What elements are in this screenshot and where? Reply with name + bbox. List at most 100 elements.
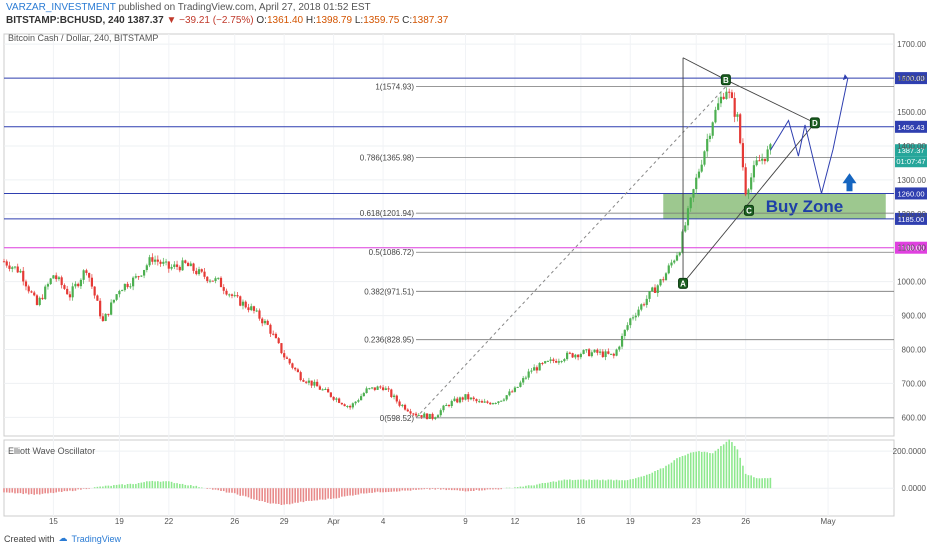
- candle-body: [239, 296, 242, 306]
- candle-body: [277, 338, 280, 344]
- oscillator-title: Elliott Wave Oscillator: [8, 446, 95, 456]
- candle-body: [272, 333, 275, 335]
- x-tick-label: 22: [164, 517, 173, 526]
- candle-body: [255, 310, 258, 312]
- candle-body: [55, 275, 58, 280]
- fib-level-label: 0.382(971.51): [364, 287, 414, 296]
- candle-body: [310, 380, 313, 386]
- candle-body: [302, 380, 305, 382]
- low-value: 1359.75: [363, 15, 400, 26]
- price-level-label: 1100.00: [898, 244, 925, 253]
- candle-body: [230, 294, 234, 296]
- candle-body: [447, 405, 451, 407]
- price-level-box: [895, 187, 927, 200]
- candle-body: [667, 265, 670, 274]
- author-link[interactable]: VARZAR_INVESTMENT: [6, 2, 116, 13]
- candle-body: [703, 151, 706, 165]
- candle-body: [706, 138, 709, 152]
- candle-body: [288, 358, 291, 364]
- fib-level-label: 0.786(1365.98): [360, 153, 415, 162]
- candle-body: [269, 324, 272, 334]
- close-label: C:: [402, 15, 413, 26]
- candle-body: [568, 352, 571, 354]
- candle-body: [2, 261, 6, 263]
- candle-body: [428, 413, 431, 419]
- candle-body: [544, 361, 547, 364]
- candle-body: [335, 398, 338, 400]
- candle-body: [368, 388, 371, 390]
- candle-body: [458, 397, 462, 403]
- candle-body: [618, 346, 621, 350]
- candle-body: [66, 288, 69, 295]
- candle-body: [241, 301, 245, 306]
- candle-body: [392, 395, 396, 398]
- candle-body: [590, 352, 593, 357]
- candle-body: [629, 318, 632, 326]
- candle-body: [115, 294, 118, 300]
- candle-body: [195, 270, 198, 275]
- candle-body: [491, 403, 495, 405]
- wave-marker: [809, 117, 820, 129]
- y-tick-label: 800.00: [902, 345, 927, 354]
- x-tick-label: May: [821, 517, 836, 526]
- candle-body: [653, 287, 657, 293]
- fib-retracement: 1(1574.93) 0.786(1365.98) 0.618(1201.94) 0.…: [360, 83, 894, 423]
- candle-body: [412, 413, 415, 415]
- candle-body: [296, 369, 300, 373]
- candle-body: [511, 391, 514, 393]
- candle-body: [546, 360, 549, 362]
- candle-body: [90, 277, 94, 287]
- candle-body: [140, 275, 143, 277]
- candle-body: [670, 262, 673, 266]
- candle-body: [434, 417, 437, 419]
- last-price-box: [895, 144, 927, 157]
- candle-body: [22, 270, 25, 282]
- candle-body: [431, 413, 434, 419]
- tradingview-link[interactable]: TradingView: [71, 533, 122, 544]
- candle-body: [736, 114, 739, 117]
- candle-body: [593, 349, 596, 353]
- candle-body: [483, 401, 486, 403]
- low-label: L:: [354, 15, 364, 26]
- candle-body: [184, 260, 187, 263]
- candle-body: [384, 388, 387, 390]
- candle-body: [615, 349, 618, 356]
- candle-body: [263, 320, 267, 324]
- candle-body: [725, 91, 728, 99]
- candle-body: [752, 165, 756, 178]
- candle-body: [763, 158, 766, 162]
- candle-body: [13, 266, 17, 268]
- price-chart[interactable]: Buy Zone 1600.00 1456.43 1260.00 1185.00 110…: [0, 30, 932, 530]
- candle-body: [598, 351, 602, 353]
- horizontal-lines: 1600.00 1456.43 1260.00 1185.00 1100.00: [4, 72, 927, 254]
- candle-body: [181, 260, 184, 271]
- candle-body: [299, 372, 302, 381]
- candle-body: [390, 389, 393, 398]
- y-tick-label: 1000.00: [897, 278, 926, 287]
- candle-body: [33, 292, 36, 296]
- candle-body: [129, 286, 132, 288]
- candle-body: [305, 381, 308, 383]
- up-arrow-icon: [842, 173, 857, 192]
- y-tick-label: 1600.00: [897, 74, 926, 83]
- candle-body: [132, 277, 135, 287]
- y-tick-label: 700.00: [902, 379, 927, 388]
- candle-body: [46, 284, 50, 287]
- candle-body: [228, 294, 231, 296]
- candle-body: [162, 261, 165, 264]
- x-tick-label: 15: [49, 517, 58, 526]
- price-change: ▼ −39.21 (−2.75%): [166, 15, 254, 26]
- candle-body: [758, 160, 761, 162]
- candle-body: [480, 401, 484, 403]
- buy-zone-box: [663, 193, 886, 219]
- candle-body: [285, 357, 289, 359]
- candle-body: [469, 397, 473, 400]
- candle-body: [11, 267, 14, 269]
- candle-body: [343, 404, 346, 407]
- candle-body: [71, 286, 74, 298]
- candle-body: [582, 350, 585, 354]
- candle-body: [30, 291, 33, 293]
- candle-body: [332, 396, 335, 400]
- candle-body: [445, 405, 448, 407]
- candle-body: [609, 353, 613, 355]
